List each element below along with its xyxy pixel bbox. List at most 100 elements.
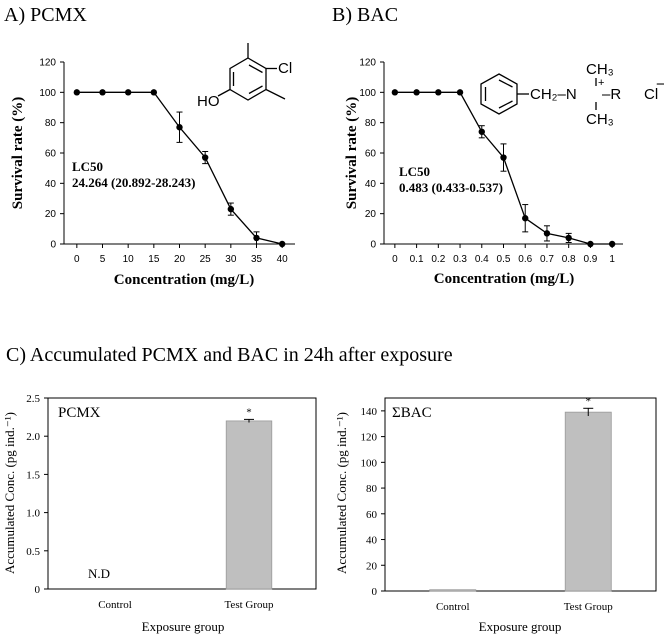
chart-b-xtick-label: 0.5 xyxy=(497,254,511,265)
chart-a-xtick-label: 35 xyxy=(251,254,263,265)
chart-c2-inner-label: ΣBAC xyxy=(392,405,432,421)
chart-b-xtick-label: 1 xyxy=(609,254,615,265)
chart-a-ytick-label: 120 xyxy=(39,58,56,69)
chart-b-xlabel: Concentration (mg/L) xyxy=(434,271,574,287)
chart-a-lc50-value: 24.264 (20.892-28.243) xyxy=(72,175,196,190)
chart-c2-ytick-label: 80 xyxy=(366,483,378,495)
chart-b-xtick-label: 0.9 xyxy=(583,254,597,265)
chart-a-xtick-label: 30 xyxy=(225,254,237,265)
chart-b-data-point xyxy=(587,240,594,248)
chart-b-data-point xyxy=(391,89,399,96)
chart-b-data-point xyxy=(413,89,420,96)
chart-a-ylabel: Survival rate (%) xyxy=(10,97,26,209)
chart-a-ytick-label: 0 xyxy=(50,240,56,251)
chart-a-xtick-label: 5 xyxy=(100,254,106,265)
chart-a-ytick-label: 60 xyxy=(45,149,57,160)
chart-b-lc50-label: LC50 xyxy=(399,164,430,179)
chart-c2-ytick-label: 140 xyxy=(361,406,378,418)
chart-a-xtick-label: 40 xyxy=(277,254,289,265)
chart-a-data-point xyxy=(176,124,183,131)
chart-b-ytick-label: 0 xyxy=(370,240,376,251)
chart-c1-ytick-label: 1.5 xyxy=(26,469,40,481)
chart-b-ytick-label: 120 xyxy=(359,58,376,69)
bac-ch3-top: CH₃ xyxy=(586,61,614,78)
chart-c2-marks: 0 20 40 60 80 100 120 140 Control Test Group * xyxy=(361,395,614,613)
pcmx-structure-image xyxy=(217,43,286,101)
panel-b-title: B) BAC xyxy=(332,4,399,26)
pcmx-ho-group: HO xyxy=(197,93,220,110)
chart-c1-bar xyxy=(225,420,273,590)
chart-b-data-point xyxy=(565,234,572,242)
chart-c2-ytick-label: 0 xyxy=(372,586,378,598)
chart-c1-ytick-label: 0.5 xyxy=(26,546,40,558)
chart-b-ylabel: Survival rate (%) xyxy=(344,97,360,209)
chart-c2-frame xyxy=(384,397,657,592)
chart-c2-bar xyxy=(564,411,612,592)
chart-c2-ytick-label: 60 xyxy=(366,509,378,521)
chart-b-xtick-label: 0.8 xyxy=(562,254,576,265)
chart-b-ytick-label: 60 xyxy=(365,149,377,160)
chart-a-data-point xyxy=(253,234,260,242)
chart-b-xtick-label: 0.4 xyxy=(475,254,489,265)
chart-a-data-point xyxy=(99,89,106,96)
chart-c1-frame xyxy=(47,397,317,590)
chart-c1-inner-label: PCMX xyxy=(58,405,101,421)
chart-a-xtick-label: 0 xyxy=(74,254,80,265)
chart-c1-ytick-label: 2.0 xyxy=(26,431,40,443)
chart-a-ytick-label: 80 xyxy=(45,118,57,129)
chart-b-bac: 0 20 40 60 80 100 120 0 0.1 0.2 0.3 0.4 0.5 0.6 0.7 0.8… xyxy=(344,58,664,288)
panel-a-title: A) PCMX xyxy=(4,4,87,26)
chart-b-data-point xyxy=(543,230,551,237)
bac-chloride: Cl xyxy=(644,86,658,103)
chart-b-xtick-label: 0.6 xyxy=(518,254,532,265)
bac-plus-charge: + xyxy=(598,77,604,89)
chart-c1-ytick-label: 1.0 xyxy=(26,508,40,520)
chart-a-xtick-label: 25 xyxy=(200,254,212,265)
chart-b-data-point xyxy=(522,215,529,222)
chart-a-data-point xyxy=(201,154,209,161)
chart-b-ytick-label: 100 xyxy=(359,88,376,99)
bac-minus-charge: − xyxy=(656,76,664,93)
chart-b-lc50-value: 0.483 (0.433-0.537) xyxy=(399,180,503,195)
bac-ch3-bottom: CH₃ xyxy=(586,111,614,128)
chart-a-pcmx: 0 20 40 60 80 100 120 0 5 10 15 20 25 30 35 40 Concentr… xyxy=(10,43,295,288)
chart-c1-significance-star: * xyxy=(246,406,252,418)
chart-c2-category-label: Test Group xyxy=(564,601,614,613)
chart-c1-nd-label: N.D xyxy=(88,566,110,581)
chart-c2-bac-accumulated: 0 20 40 60 80 100 120 140 Control Test Group * ΣBA… xyxy=(334,395,657,634)
chart-b-xtick-label: 0.3 xyxy=(453,254,467,265)
chart-c1-ylabel: Accumulated Conc. (pg ind.⁻¹) xyxy=(2,412,17,574)
chart-a-ytick-label: 40 xyxy=(45,179,57,190)
bac-ch2n-group: CH₂–N xyxy=(530,86,577,103)
chart-c2-significance-star: * xyxy=(586,395,592,407)
chart-b-data-point xyxy=(456,89,464,96)
chart-a-axes xyxy=(63,62,295,245)
chart-b-marks: 0 20 40 60 80 100 120 0 0.1 0.2 0.3 0.4 0.5 0.6 0.7 0.8… xyxy=(359,58,615,266)
chart-b-data-point xyxy=(500,154,507,161)
chart-a-ytick-label: 100 xyxy=(39,88,56,99)
chart-a-data-point xyxy=(73,89,81,96)
chart-c2-ylabel: Accumulated Conc. (pg ind.⁻¹) xyxy=(334,412,349,574)
chart-c2-category-label: Control xyxy=(436,601,470,613)
chart-a-xtick-label: 15 xyxy=(148,254,160,265)
chart-b-ytick-label: 80 xyxy=(365,118,377,129)
chart-a-xlabel: Concentration (mg/L) xyxy=(114,272,254,288)
chart-b-data-point xyxy=(608,240,616,248)
chart-b-xtick-label: 0.7 xyxy=(540,254,554,265)
chart-a-data-point xyxy=(227,205,235,213)
chart-c2-xlabel: Exposure group xyxy=(479,619,562,634)
chart-c2-ytick-label: 120 xyxy=(361,432,378,444)
chart-a-data-point xyxy=(150,89,158,96)
chart-c2-ytick-label: 20 xyxy=(366,560,378,572)
pcmx-cl-atom: Cl xyxy=(278,60,292,77)
chart-a-ytick-label: 20 xyxy=(45,209,57,220)
chart-a-xtick-label: 10 xyxy=(123,254,135,265)
chart-c1-ytick-label: 0 xyxy=(35,584,41,596)
chart-c1-marks: 0 0.5 1.0 1.5 2.0 2.5 Control Test Group * xyxy=(26,393,274,611)
chart-c2-bar xyxy=(429,589,477,592)
chart-c2-ytick-label: 40 xyxy=(366,535,378,547)
chart-b-ytick-label: 20 xyxy=(365,209,377,220)
chart-c1-ytick-label: 2.5 xyxy=(26,393,40,405)
chart-b-data-point xyxy=(435,89,442,96)
